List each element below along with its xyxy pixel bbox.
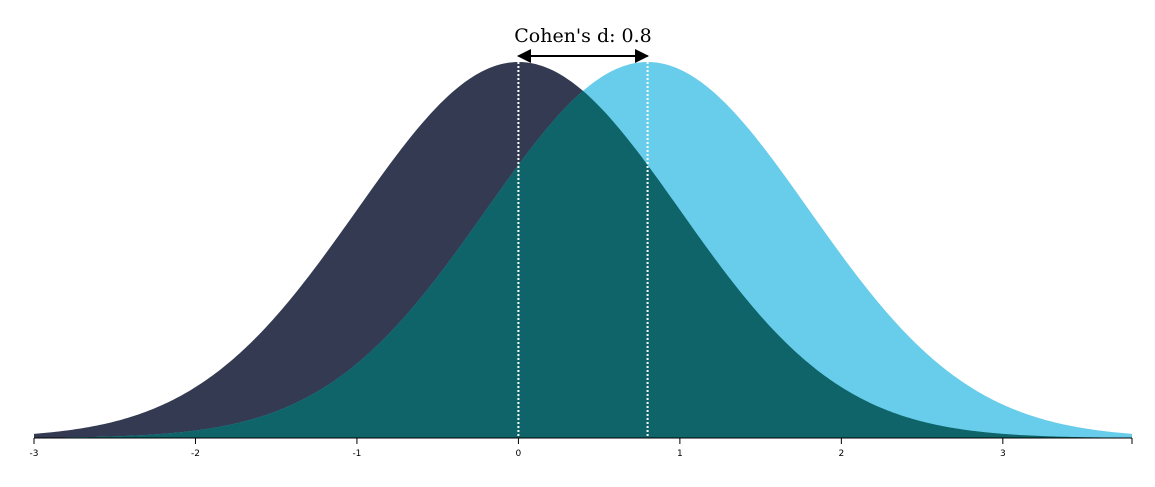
x-tick-label: 0: [516, 449, 522, 459]
x-tick-label: -1: [352, 449, 361, 459]
x-tick-label: -3: [30, 449, 39, 459]
distribution-curves: [34, 62, 1132, 438]
effect-size-label: Cohen's d: 0.8: [514, 25, 652, 47]
x-tick-label: 1: [677, 449, 683, 459]
x-tick-label: 3: [1000, 449, 1006, 459]
x-axis: -3 -2 -1 0 1 2 3: [30, 437, 1133, 459]
x-tick-label: -2: [191, 449, 200, 459]
mean-lines: [517, 62, 649, 438]
x-tick-label: 2: [838, 449, 844, 459]
effect-size-annotation: Cohen's d: 0.8: [514, 25, 652, 63]
overlap-area: [34, 90, 1132, 438]
